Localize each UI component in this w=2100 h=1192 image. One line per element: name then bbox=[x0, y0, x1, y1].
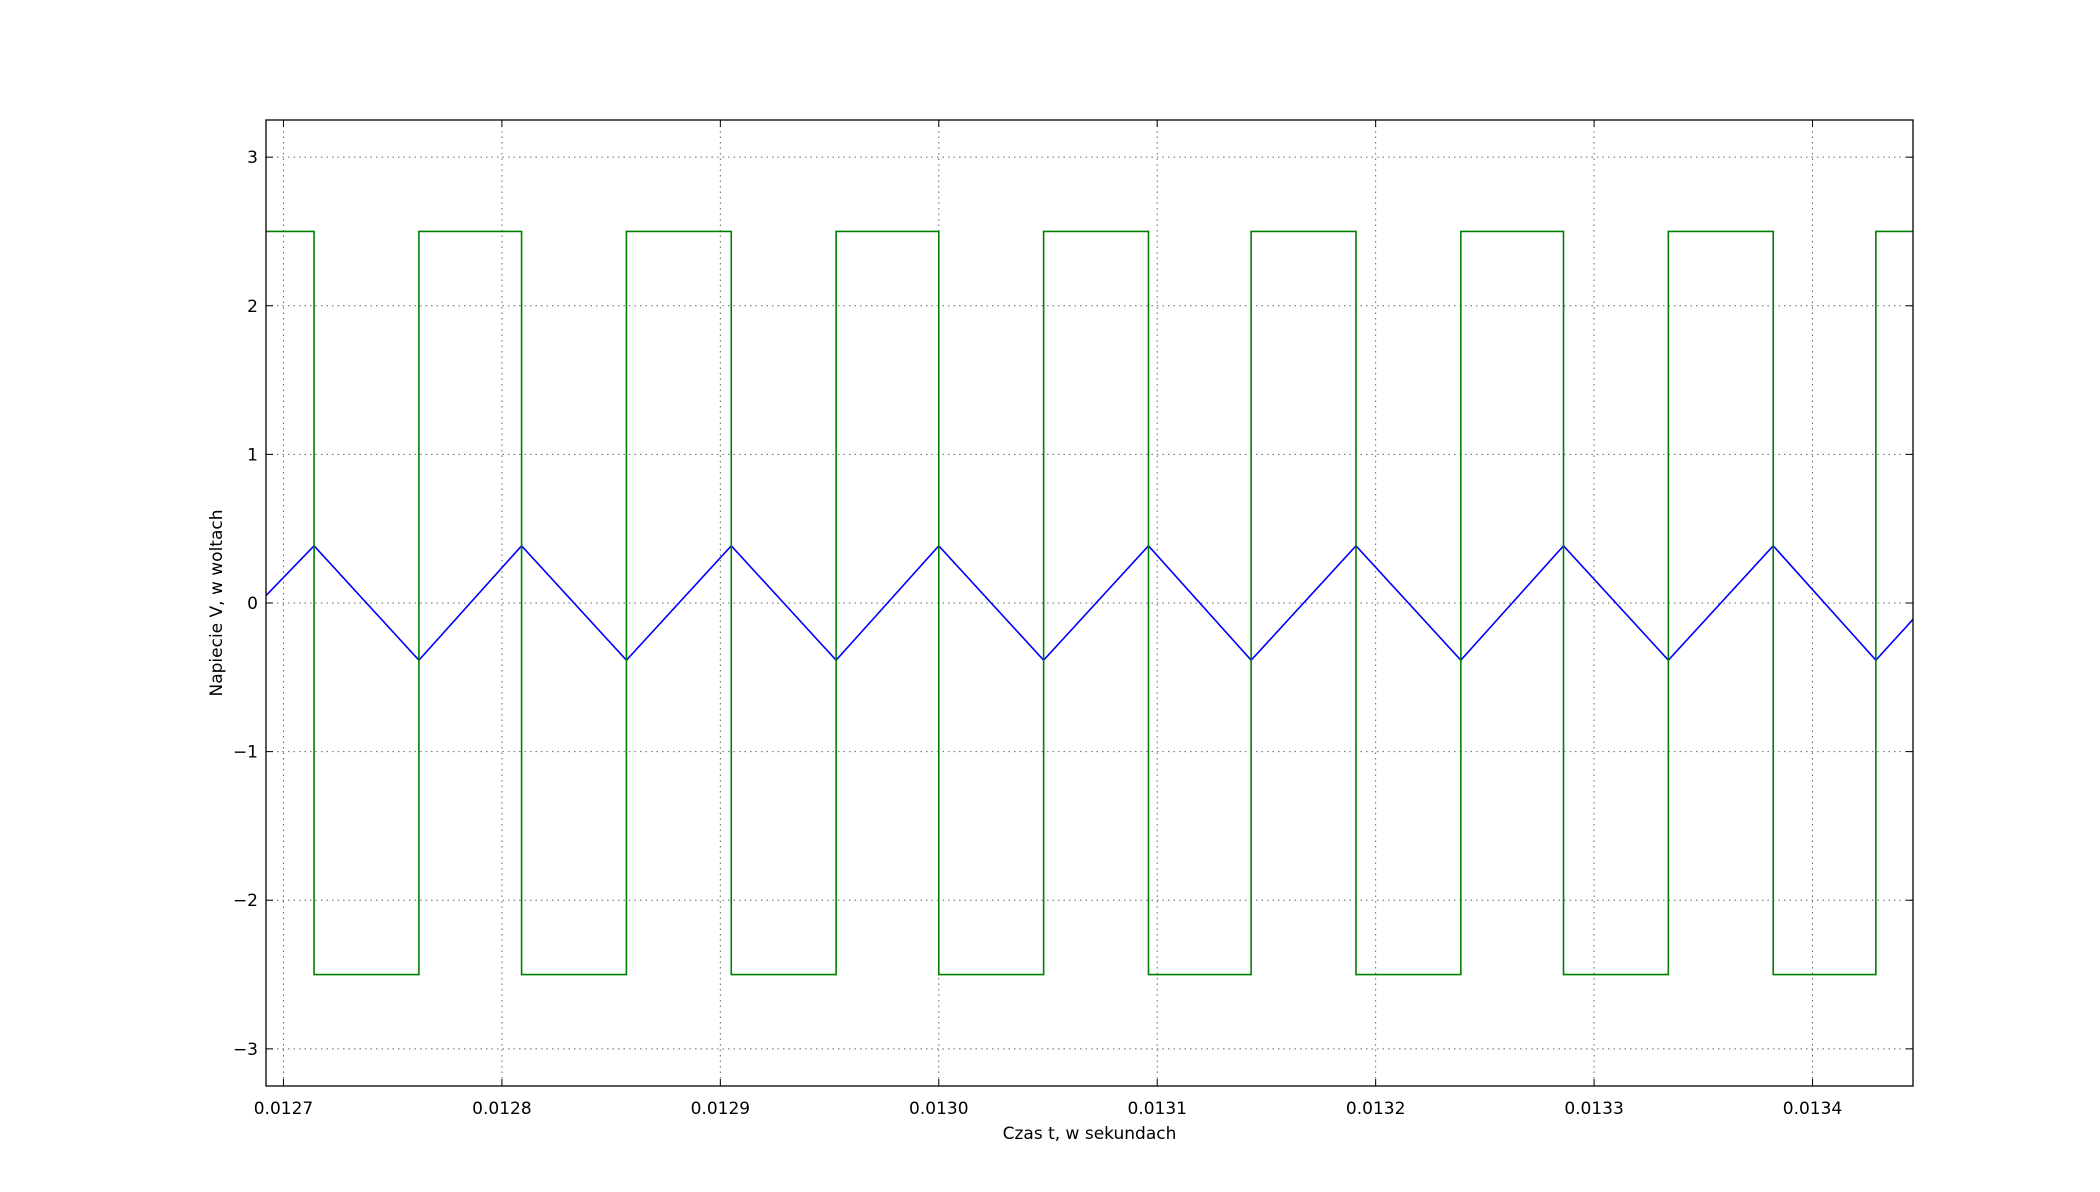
series-layer bbox=[265, 230, 1914, 976]
x-tick-label: 0.0131 bbox=[1127, 1099, 1186, 1119]
y-axis-label: Napiecie V, w woltach bbox=[207, 509, 227, 696]
x-tick-label: 0.0127 bbox=[254, 1099, 313, 1119]
plot-frame bbox=[265, 119, 1914, 1087]
y-tick-label: 2 bbox=[247, 297, 258, 317]
x-tick-label: 0.0133 bbox=[1564, 1099, 1623, 1119]
x-tick-label: 0.0130 bbox=[909, 1099, 968, 1119]
y-tick-label: 1 bbox=[247, 445, 258, 465]
y-tick-label: 3 bbox=[247, 148, 258, 168]
x-tick-label: 0.0132 bbox=[1346, 1099, 1405, 1119]
x-tick-label: 0.0128 bbox=[472, 1099, 531, 1119]
x-axis-label: Czas t, w sekundach bbox=[1003, 1124, 1177, 1144]
grid-lines bbox=[266, 120, 1913, 1086]
x-tick-label: 0.0134 bbox=[1783, 1099, 1842, 1119]
y-tick-label: −2 bbox=[233, 891, 258, 911]
series-line-1 bbox=[265, 544, 1914, 662]
y-tick-label: 0 bbox=[247, 594, 258, 614]
y-tick-label: −3 bbox=[233, 1040, 258, 1060]
series-line-2 bbox=[266, 230, 1913, 976]
y-tick-label: −1 bbox=[233, 743, 258, 763]
x-tick-label: 0.0129 bbox=[691, 1099, 750, 1119]
axis-ticks: 0.0127 0.0128 0.0129 0.0130 0.0131 0.0132 0.01… bbox=[233, 120, 1913, 1119]
